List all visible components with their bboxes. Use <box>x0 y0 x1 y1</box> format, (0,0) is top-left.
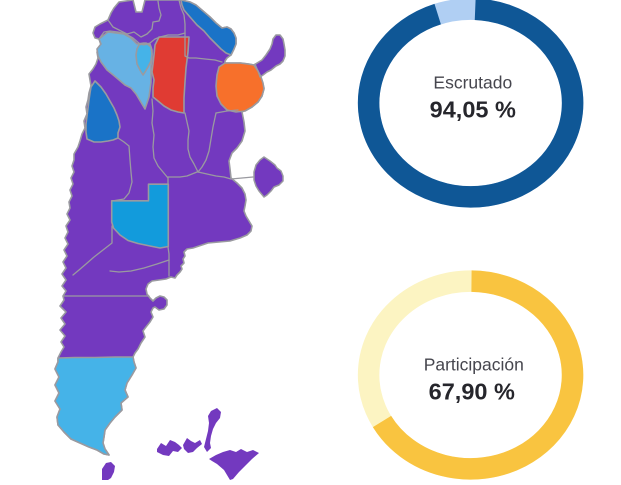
svg-text:94,05 %: 94,05 % <box>430 97 516 123</box>
svg-text:Participación: Participación <box>424 354 524 374</box>
svg-text:67,90 %: 67,90 % <box>429 379 515 405</box>
svg-text:Escrutado: Escrutado <box>433 72 512 92</box>
